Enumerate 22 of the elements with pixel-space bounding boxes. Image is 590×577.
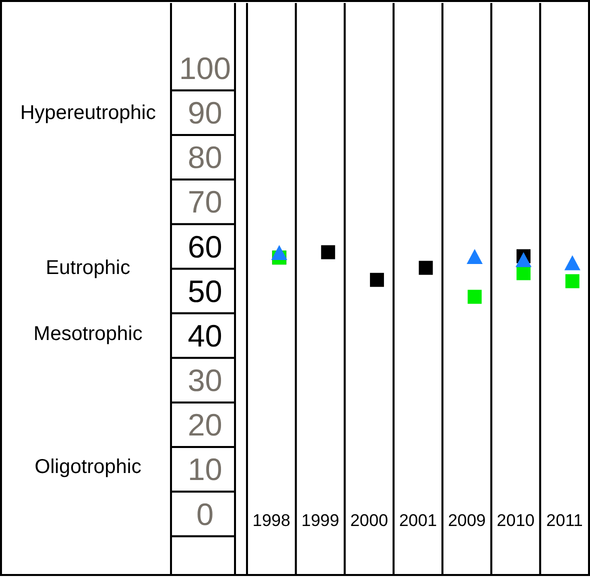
x-tick-label: 2001: [399, 510, 437, 530]
y-tick-label: 40: [188, 318, 222, 354]
x-tick-label: 2010: [496, 510, 535, 530]
x-tick-label: 2009: [448, 510, 486, 530]
x-tick-label: 1998: [252, 510, 290, 530]
y-tick-label: 80: [188, 140, 222, 176]
text: Eutrophic: [46, 257, 130, 279]
y-tick-label: 20: [188, 408, 222, 443]
x-tick-label: 2000: [350, 510, 388, 530]
y-tick-label: 10: [188, 452, 222, 488]
y-tick-label: 100: [179, 50, 231, 86]
x-tick-label: 1999: [301, 510, 340, 530]
y-tick-label: 60: [188, 229, 222, 264]
y-tick-label: 50: [188, 274, 222, 309]
text: Oligotrophic: [34, 456, 142, 478]
y-tick-label: 90: [188, 96, 222, 131]
y-tick-label: 30: [188, 363, 222, 398]
text: Mesotrophic: [34, 323, 142, 345]
y-tick-label: 0: [196, 496, 214, 532]
x-tick-label: 2011: [546, 510, 583, 530]
y-tick-label: 70: [188, 184, 222, 220]
text: Hypereutrophic: [20, 102, 156, 124]
